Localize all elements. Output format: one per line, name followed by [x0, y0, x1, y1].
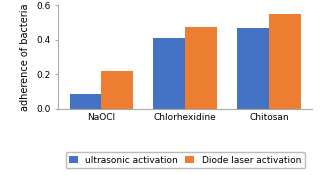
Bar [237, 29, 269, 108]
Y-axis label: adherence of bacteria: adherence of bacteria [20, 3, 30, 111]
Bar [70, 94, 101, 108]
Bar [101, 71, 133, 108]
Legend: ultrasonic activation, Diode laser activation: ultrasonic activation, Diode laser activ… [66, 152, 305, 169]
Bar [153, 38, 185, 108]
Bar [185, 27, 217, 108]
Bar [269, 14, 301, 109]
